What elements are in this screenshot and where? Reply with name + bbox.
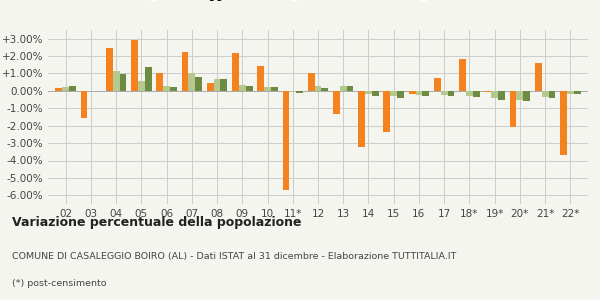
Bar: [441, 91, 448, 95]
Bar: [80, 91, 88, 118]
Bar: [542, 91, 548, 97]
Bar: [239, 85, 246, 91]
Bar: [466, 91, 473, 96]
Bar: [283, 91, 289, 190]
Bar: [113, 71, 119, 91]
Bar: [498, 91, 505, 100]
Bar: [523, 91, 530, 101]
Bar: [422, 91, 429, 96]
Bar: [188, 74, 195, 91]
Text: Variazione percentuale della popolazione: Variazione percentuale della popolazione: [12, 216, 302, 229]
Bar: [145, 68, 152, 91]
Bar: [106, 48, 113, 91]
Bar: [131, 40, 138, 91]
Bar: [220, 79, 227, 91]
Bar: [535, 63, 542, 91]
Bar: [548, 91, 556, 98]
Bar: [397, 91, 404, 98]
Bar: [434, 78, 441, 91]
Bar: [138, 81, 145, 91]
Bar: [62, 87, 69, 91]
Bar: [296, 91, 303, 93]
Bar: [157, 73, 163, 91]
Bar: [170, 86, 177, 91]
Bar: [232, 52, 239, 91]
Bar: [69, 86, 76, 91]
Bar: [214, 79, 220, 91]
Text: COMUNE DI CASALEGGIO BOIRO (AL) - Dati ISTAT al 31 dicembre - Elaborazione TUTTI: COMUNE DI CASALEGGIO BOIRO (AL) - Dati I…: [12, 252, 457, 261]
Bar: [195, 77, 202, 91]
Bar: [372, 91, 379, 96]
Bar: [289, 91, 296, 92]
Bar: [409, 91, 416, 94]
Bar: [383, 91, 390, 132]
Bar: [365, 91, 372, 94]
Bar: [560, 91, 567, 155]
Bar: [322, 88, 328, 91]
Bar: [448, 91, 454, 96]
Bar: [271, 86, 278, 91]
Bar: [390, 91, 397, 96]
Bar: [517, 91, 523, 100]
Bar: [333, 91, 340, 113]
Bar: [509, 91, 517, 128]
Bar: [314, 86, 322, 91]
Bar: [484, 91, 491, 92]
Bar: [340, 86, 347, 91]
Bar: [491, 91, 498, 98]
Bar: [473, 91, 479, 97]
Bar: [246, 86, 253, 91]
Bar: [567, 91, 574, 94]
Bar: [264, 87, 271, 91]
Bar: [163, 86, 170, 91]
Bar: [119, 74, 127, 91]
Bar: [459, 59, 466, 91]
Bar: [182, 52, 188, 91]
Bar: [347, 86, 353, 91]
Bar: [207, 83, 214, 91]
Text: (*) post-censimento: (*) post-censimento: [12, 279, 107, 288]
Bar: [308, 74, 314, 91]
Bar: [55, 88, 62, 91]
Legend: Casaleggio Boiro, Provincia di AL, Piemonte: Casaleggio Boiro, Provincia di AL, Piemo…: [136, 0, 500, 6]
Bar: [416, 91, 422, 95]
Bar: [257, 66, 264, 91]
Bar: [358, 91, 365, 147]
Bar: [574, 91, 581, 94]
